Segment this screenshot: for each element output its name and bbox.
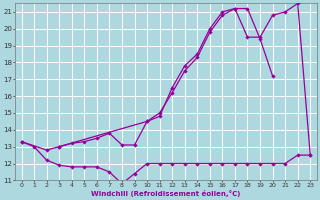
X-axis label: Windchill (Refroidissement éolien,°C): Windchill (Refroidissement éolien,°C) [91, 190, 241, 197]
